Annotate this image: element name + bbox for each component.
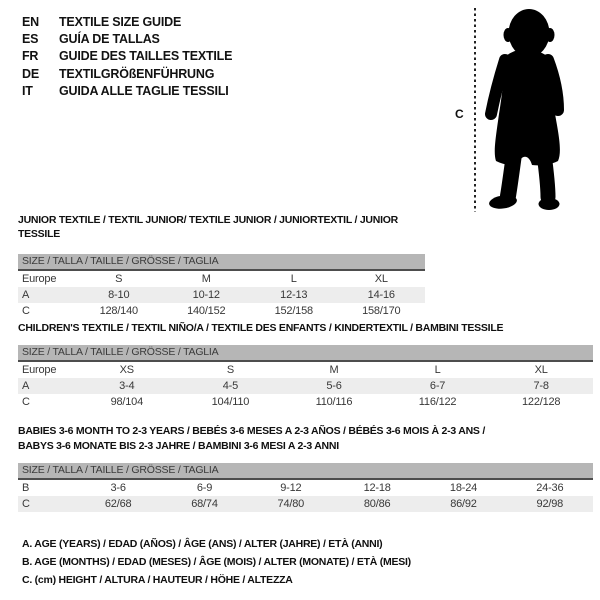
table-row: C 128/140 140/152 152/158 158/170: [18, 303, 425, 319]
row-label: C: [22, 396, 30, 408]
baby-silhouette-icon: [485, 9, 564, 210]
table-cell: 14-16: [367, 289, 395, 301]
table-row: B 3-6 6-9 9-12 12-18 18-24 24-36: [18, 480, 593, 496]
language-row: DE TEXTILGRÖßENFÜHRUNG: [22, 66, 232, 83]
table-cell: 74/80: [277, 498, 305, 510]
table-cell: 152/158: [274, 305, 314, 317]
table-row: C 62/68 68/74 74/80 80/86 86/92 92/98: [18, 496, 593, 512]
table-cell: 6-7: [429, 380, 446, 392]
footnote: C. (cm) HEIGHT / ALTURA / HAUTEUR / HÖHE…: [22, 574, 293, 586]
table-cell: 5-6: [326, 380, 342, 392]
table-cell: 92/98: [536, 498, 564, 510]
table-rows: Europe XS S M L XL A 3-4 4-5 5-6 6-7 7-8 C 98/104 104/…: [18, 362, 593, 410]
table-cell: L: [290, 273, 297, 285]
language-code: EN: [22, 15, 39, 29]
table-cell: 122/128: [521, 396, 561, 408]
table-cell: 18-24: [449, 482, 478, 494]
language-label: TEXTILGRÖßENFÜHRUNG: [59, 66, 215, 81]
language-row: ES GUÍA DE TALLAS: [22, 31, 232, 48]
table-cell: XL: [534, 364, 548, 376]
table-cell: S: [226, 364, 234, 376]
table-cell: 110/116: [315, 396, 353, 408]
table-cell: 6-9: [196, 482, 213, 494]
table-cell: 98/104: [110, 396, 144, 408]
size-table-junior: JUNIOR TEXTILE / TEXTIL JUNIOR/ TEXTILE …: [18, 213, 425, 319]
table-cell: 4-5: [222, 380, 239, 392]
table-row: A 3-4 4-5 5-6 6-7 7-8: [18, 378, 593, 394]
table-row: Europe S M L XL: [18, 271, 425, 287]
table-cell: 62/68: [104, 498, 132, 510]
language-row: IT GUIDA ALLE TAGLIE TESSILI: [22, 83, 232, 100]
language-row: FR GUIDE DES TAILLES TEXTILE: [22, 48, 232, 65]
table-cell: 12-18: [363, 482, 391, 494]
table-cell: M: [329, 364, 339, 376]
table-cell: 68/74: [191, 498, 218, 510]
size-table-babies: BABIES 3-6 MONTH TO 2-3 YEARS / BEBÉS 3-…: [18, 424, 593, 512]
footnote: B. AGE (MONTHS) / EDAD (MESES) / ÂGE (MO…: [22, 556, 411, 568]
row-label: C: [22, 498, 30, 510]
size-header-bar: SIZE / TALLA / TAILLE / GRÖSSE / TAGLIA: [18, 345, 593, 362]
table-cell: 8-10: [108, 289, 130, 301]
table-cell: XS: [119, 364, 134, 376]
table-row: C 98/104 104/110 110/116 116/122 122/128: [18, 394, 593, 410]
table-cell: 12-13: [280, 289, 308, 301]
table-cell: 140/152: [187, 305, 226, 317]
table-rows: B 3-6 6-9 9-12 12-18 18-24 24-36 C 62/68 68/74 74/…: [18, 480, 593, 512]
table-cell: 116/122: [418, 396, 457, 408]
table-cell: 3-6: [110, 482, 127, 494]
language-label: GUIDE DES TAILLES TEXTILE: [59, 49, 233, 64]
language-code: IT: [22, 83, 33, 98]
row-label: A: [22, 380, 30, 392]
language-row: EN TEXTILE SIZE GUIDE: [22, 14, 232, 31]
table-cell: 9-12: [280, 482, 302, 494]
row-label: C: [22, 305, 30, 317]
table-cell: 80/86: [363, 498, 391, 510]
row-label: A: [22, 289, 30, 301]
language-label: GUÍA DE TALLAS: [59, 32, 160, 47]
table-rows: Europe S M L XL A 8-10 10-12 12-13 14-16 C 128/140 1…: [18, 271, 425, 319]
table-cell: 104/110: [211, 396, 250, 408]
table-title: CHILDREN'S TEXTILE / TEXTIL NIÑO/A / TEX…: [18, 322, 504, 334]
language-list: EN TEXTILE SIZE GUIDE ES GUÍA DE TALLAS FR GU…: [22, 14, 232, 100]
height-dotted-line: [474, 8, 476, 212]
table-cell: 3-4: [119, 380, 135, 392]
size-header-bar: SIZE / TALLA / TAILLE / GRÖSSE / TAGLIA: [18, 463, 593, 480]
table-cell: 158/170: [362, 305, 401, 317]
height-measure-label: C: [455, 107, 464, 121]
row-label: Europe: [22, 273, 57, 285]
language-code: ES: [22, 32, 39, 47]
table-cell: 86/92: [450, 498, 477, 510]
language-label: GUIDA ALLE TAGLIE TESSILI: [59, 83, 229, 98]
table-cell: 10-12: [192, 289, 220, 301]
table-cell: M: [201, 273, 211, 285]
table-cell: 128/140: [99, 305, 139, 317]
row-label: Europe: [22, 364, 57, 376]
table-row: A 8-10 10-12 12-13 14-16: [18, 287, 425, 303]
language-code: FR: [22, 49, 39, 64]
footnotes: A. AGE (YEARS) / EDAD (AÑOS) / ÂGE (ANS)…: [22, 535, 411, 589]
table-cell: 7-8: [533, 380, 550, 392]
table-row: Europe XS S M L XL: [18, 362, 593, 378]
language-code: DE: [22, 66, 39, 81]
table-title: BABIES 3-6 MONTH TO 2-3 YEARS / BEBÉS 3-…: [18, 425, 486, 452]
table-cell: L: [434, 364, 441, 376]
language-label: TEXTILE SIZE GUIDE: [59, 15, 182, 29]
table-cell: 24-36: [536, 482, 564, 494]
size-table-children: CHILDREN'S TEXTILE / TEXTIL NIÑO/A / TEX…: [18, 321, 593, 410]
row-label: B: [22, 482, 30, 494]
table-title: JUNIOR TEXTILE / TEXTIL JUNIOR/ TEXTILE …: [18, 214, 398, 240]
footnote: A. AGE (YEARS) / EDAD (AÑOS) / ÂGE (ANS)…: [22, 538, 383, 550]
table-cell: S: [115, 273, 123, 285]
size-header-bar: SIZE / TALLA / TAILLE / GRÖSSE / TAGLIA: [18, 254, 425, 271]
table-cell: XL: [374, 273, 388, 285]
